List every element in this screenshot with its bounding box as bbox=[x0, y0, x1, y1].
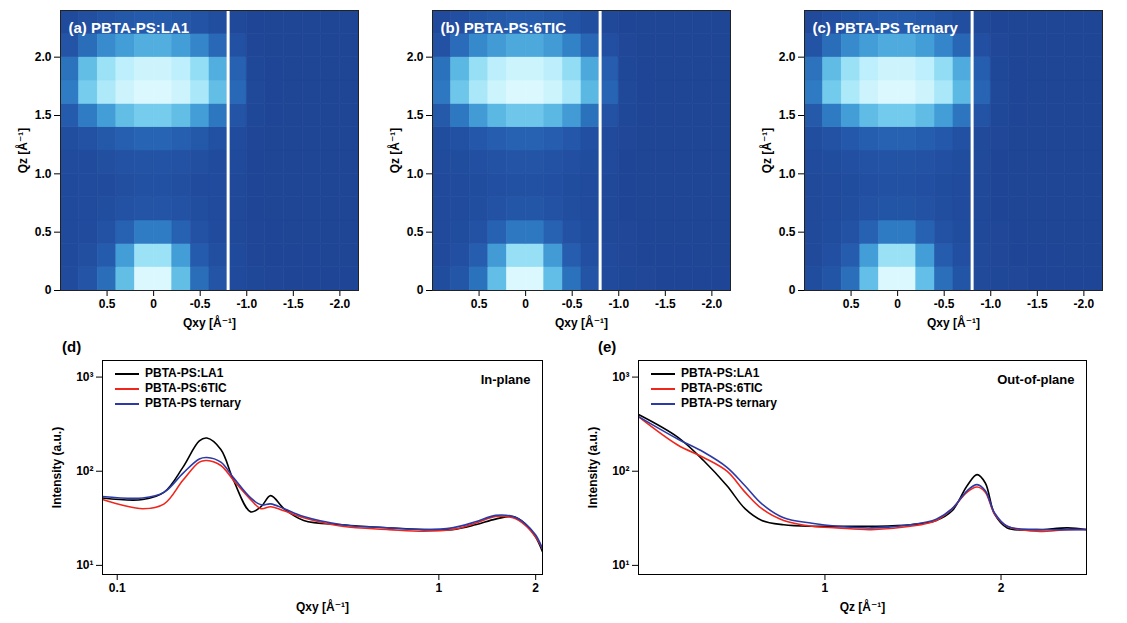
svg-text:-1.5: -1.5 bbox=[655, 297, 676, 311]
svg-text:0: 0 bbox=[522, 297, 529, 311]
svg-text:Qz [Å⁻¹]: Qz [Å⁻¹] bbox=[759, 128, 774, 174]
html-text:(d): (d) bbox=[62, 338, 82, 355]
html-text:PBTA-PS:6TIC: PBTA-PS:6TIC bbox=[681, 381, 763, 395]
svg-text:10¹: 10¹ bbox=[76, 558, 93, 572]
svg-text:Qxy [Å⁻¹]: Qxy [Å⁻¹] bbox=[555, 315, 608, 330]
svg-text:Intensity (a.u.): Intensity (a.u.) bbox=[50, 427, 64, 508]
svg-text:Qz [Å⁻¹]: Qz [Å⁻¹] bbox=[840, 599, 886, 614]
svg-text:10²: 10² bbox=[612, 464, 629, 478]
svg-text:2: 2 bbox=[532, 581, 539, 595]
svg-text:In-plane: In-plane bbox=[481, 372, 531, 387]
svg-text:0.5: 0.5 bbox=[779, 225, 796, 239]
svg-text:2.0: 2.0 bbox=[779, 50, 796, 64]
svg-text:10²: 10² bbox=[76, 464, 93, 478]
svg-text:-2.0: -2.0 bbox=[702, 297, 723, 311]
svg-text:0.5: 0.5 bbox=[99, 297, 116, 311]
svg-text:Qxy [Å⁻¹]: Qxy [Å⁻¹] bbox=[927, 315, 980, 330]
svg-text:1.5: 1.5 bbox=[407, 108, 424, 122]
svg-text:0: 0 bbox=[789, 283, 796, 297]
html-text:PBTA-PS ternary: PBTA-PS ternary bbox=[145, 396, 241, 410]
svg-text:Qxy [Å⁻¹]: Qxy [Å⁻¹] bbox=[183, 315, 236, 330]
html-text:PBTA-PS:6TIC: PBTA-PS:6TIC bbox=[145, 381, 227, 395]
html-text:PBTA-PS:LA1: PBTA-PS:LA1 bbox=[145, 366, 224, 380]
svg-text:Qz [Å⁻¹]: Qz [Å⁻¹] bbox=[15, 128, 30, 174]
svg-text:1: 1 bbox=[436, 581, 443, 595]
html-text:PBTA-PS:LA1: PBTA-PS:LA1 bbox=[681, 366, 760, 380]
svg-text:10³: 10³ bbox=[612, 370, 629, 384]
svg-text:-0.5: -0.5 bbox=[190, 297, 211, 311]
svg-text:0: 0 bbox=[150, 297, 157, 311]
svg-text:1: 1 bbox=[822, 581, 829, 595]
svg-text:-1.5: -1.5 bbox=[1027, 297, 1048, 311]
svg-text:0.1: 0.1 bbox=[109, 581, 126, 595]
html-text:(e): (e) bbox=[598, 338, 617, 355]
svg-text:1.0: 1.0 bbox=[407, 167, 424, 181]
svg-text:-0.5: -0.5 bbox=[562, 297, 583, 311]
svg-text:0: 0 bbox=[45, 283, 52, 297]
svg-text:Out-of-plane: Out-of-plane bbox=[997, 372, 1074, 387]
html-text:PBTA-PS ternary: PBTA-PS ternary bbox=[681, 396, 777, 410]
svg-text:Intensity (a.u.): Intensity (a.u.) bbox=[586, 427, 600, 508]
svg-text:10³: 10³ bbox=[76, 370, 93, 384]
svg-text:1.0: 1.0 bbox=[35, 167, 52, 181]
svg-text:(b) PBTA-PS:6TIC: (b) PBTA-PS:6TIC bbox=[441, 19, 567, 36]
svg-text:-1.0: -1.0 bbox=[608, 297, 629, 311]
svg-text:2.0: 2.0 bbox=[407, 50, 424, 64]
svg-text:-1.0: -1.0 bbox=[980, 297, 1001, 311]
svg-text:-2.0: -2.0 bbox=[330, 297, 351, 311]
svg-text:0.5: 0.5 bbox=[843, 297, 860, 311]
svg-text:Qxy [Å⁻¹]: Qxy [Å⁻¹] bbox=[296, 599, 349, 614]
svg-text:2.0: 2.0 bbox=[35, 50, 52, 64]
svg-text:10¹: 10¹ bbox=[612, 558, 629, 572]
svg-text:0: 0 bbox=[894, 297, 901, 311]
svg-text:0: 0 bbox=[417, 283, 424, 297]
svg-text:1.0: 1.0 bbox=[779, 167, 796, 181]
svg-text:(c) PBTA-PS Ternary: (c) PBTA-PS Ternary bbox=[813, 19, 959, 36]
svg-text:0.5: 0.5 bbox=[35, 225, 52, 239]
svg-text:-1.0: -1.0 bbox=[236, 297, 257, 311]
svg-text:Qz [Å⁻¹]: Qz [Å⁻¹] bbox=[387, 128, 402, 174]
svg-text:0.5: 0.5 bbox=[407, 225, 424, 239]
svg-text:-0.5: -0.5 bbox=[934, 297, 955, 311]
svg-text:(a) PBTA-PS:LA1: (a) PBTA-PS:LA1 bbox=[69, 19, 190, 36]
svg-text:0.5: 0.5 bbox=[471, 297, 488, 311]
svg-text:2: 2 bbox=[998, 581, 1005, 595]
svg-text:-2.0: -2.0 bbox=[1074, 297, 1095, 311]
svg-text:-1.5: -1.5 bbox=[283, 297, 304, 311]
svg-text:1.5: 1.5 bbox=[35, 108, 52, 122]
svg-text:1.5: 1.5 bbox=[779, 108, 796, 122]
